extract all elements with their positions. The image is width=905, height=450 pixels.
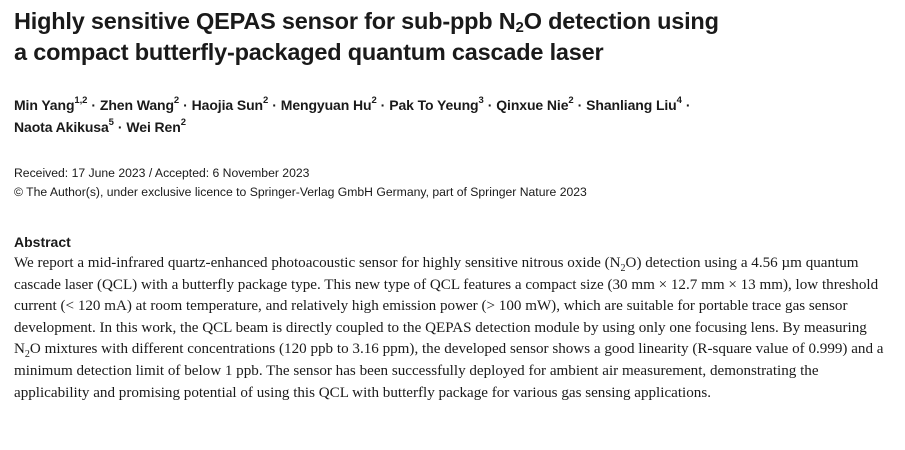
title-text-line2: a compact butterfly-packaged quantum cas…	[14, 39, 604, 65]
author-separator: ·	[183, 97, 188, 113]
author[interactable]: Min Yang1,2	[14, 95, 88, 113]
author[interactable]: Mengyuan Hu2	[280, 95, 377, 113]
title-text-part1: Highly sensitive QEPAS sensor for sub-pp…	[14, 8, 516, 34]
paper-header: Highly sensitive QEPAS sensor for sub-pp…	[14, 6, 894, 404]
paper-title: Highly sensitive QEPAS sensor for sub-pp…	[14, 6, 894, 68]
title-subscript: 2	[515, 19, 524, 36]
author[interactable]: Naota Akikusa5	[14, 117, 114, 135]
copyright-notice: © The Author(s), under exclusive licence…	[14, 185, 587, 199]
abstract-subscript: 2	[620, 263, 626, 275]
author-separator: ·	[117, 119, 123, 135]
author-separator: ·	[577, 97, 583, 113]
author[interactable]: Zhen Wang2	[99, 95, 180, 113]
author[interactable]: Wei Ren2	[126, 117, 186, 135]
author-separator: ·	[685, 97, 691, 113]
author[interactable]: Qinxue Nie2	[496, 95, 574, 113]
abstract-heading: Abstract	[14, 234, 71, 250]
author[interactable]: Haojia Sun2	[191, 95, 269, 113]
publication-meta: Received: 17 June 2023 / Accepted: 6 Nov…	[14, 164, 894, 202]
author-separator: ·	[380, 97, 386, 113]
author-separator: ·	[91, 97, 96, 113]
received-accepted-dates: Received: 17 June 2023 / Accepted: 6 Nov…	[14, 166, 310, 180]
author-separator: ·	[272, 97, 277, 113]
author-separator: ·	[487, 97, 493, 113]
abstract-text: We report a mid-infrared quartz-enhanced…	[14, 255, 884, 401]
abstract-subscript: 2	[24, 349, 30, 361]
author[interactable]: Pak To Yeung3	[389, 95, 484, 113]
author[interactable]: Shanliang Liu4	[586, 95, 682, 113]
title-text-part2: O detection using	[523, 8, 719, 34]
author-list: Min Yang1,2 · Zhen Wang2 · Haojia Sun2 · Mengy…	[14, 94, 894, 138]
